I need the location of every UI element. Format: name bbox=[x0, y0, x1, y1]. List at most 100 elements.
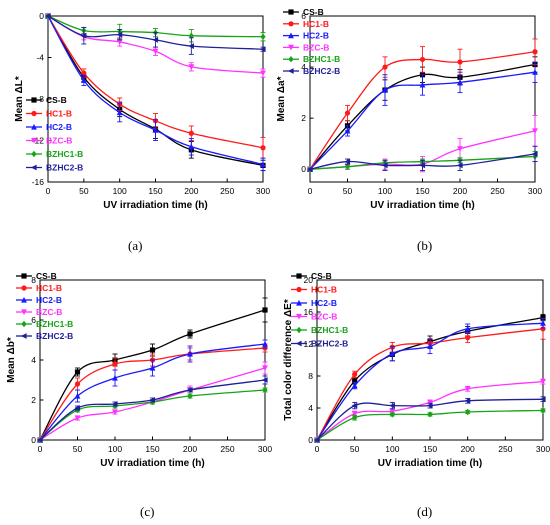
series-line bbox=[309, 63, 536, 170]
x-tick-label: 150 bbox=[415, 186, 429, 196]
x-axis-title: UV irradiation time (h) bbox=[370, 200, 474, 211]
data-point bbox=[531, 151, 538, 157]
y-axis-title: Mean ΔL* bbox=[14, 76, 25, 122]
legend-marker bbox=[288, 9, 294, 15]
data-point bbox=[262, 386, 268, 394]
data-point bbox=[306, 166, 313, 173]
series-line bbox=[47, 15, 264, 50]
series-hc2-b bbox=[37, 339, 268, 443]
legend-label: BZHC2-B bbox=[36, 331, 73, 341]
data-point bbox=[188, 130, 194, 136]
legend-label: BZHC1-B bbox=[36, 319, 73, 329]
data-point bbox=[116, 31, 123, 38]
data-point bbox=[80, 32, 87, 39]
y-axis-title: Total color difference ΔE* bbox=[283, 299, 294, 421]
series-cs-b bbox=[307, 56, 538, 172]
data-point bbox=[457, 59, 463, 65]
y-tick-label: -8 bbox=[36, 94, 44, 104]
legend-marker bbox=[287, 68, 294, 74]
data-point bbox=[112, 409, 118, 416]
legend-marker bbox=[21, 273, 27, 279]
series-line bbox=[39, 379, 266, 441]
x-tick-label: 200 bbox=[461, 444, 475, 454]
data-point bbox=[389, 402, 395, 409]
data-point bbox=[188, 64, 195, 70]
legend-marker bbox=[21, 320, 27, 328]
series-line bbox=[309, 155, 536, 170]
data-point bbox=[426, 402, 433, 409]
panel-label-b: (b) bbox=[417, 238, 433, 253]
data-point bbox=[351, 382, 358, 389]
data-point bbox=[80, 77, 87, 83]
legend-marker bbox=[31, 123, 37, 130]
x-tick-label: 50 bbox=[343, 186, 353, 196]
data-point bbox=[344, 163, 351, 170]
data-point bbox=[540, 407, 546, 414]
data-point bbox=[188, 32, 194, 39]
x-tick-label: 250 bbox=[490, 186, 504, 196]
data-point bbox=[532, 69, 538, 75]
chart-d: 0 50 100 150 200 250 300 0 4 8 12 16 20 UV irradiatio… bbox=[283, 271, 550, 469]
legend-label: HC1-B bbox=[303, 19, 329, 29]
legend-marker bbox=[20, 333, 27, 339]
legend-label: HC2-B bbox=[311, 298, 337, 308]
data-point bbox=[457, 146, 463, 152]
data-point bbox=[540, 320, 546, 326]
x-tick-label: 300 bbox=[536, 444, 550, 454]
data-point bbox=[539, 396, 546, 403]
x-tick-label: 150 bbox=[423, 444, 437, 454]
data-point bbox=[262, 365, 268, 372]
y-tick-label: 2 bbox=[31, 395, 36, 405]
x-axis-title: UV irradiation time (h) bbox=[378, 458, 482, 469]
data-point bbox=[149, 397, 156, 403]
y-tick-label: 2 bbox=[301, 113, 306, 123]
x-tick-label: 100 bbox=[113, 186, 127, 196]
data-point bbox=[344, 158, 351, 165]
chart-c: 0 50 100 150 200 250 300 0 2 4 6 8 UV irradiation ti… bbox=[6, 271, 272, 469]
data-point bbox=[465, 335, 471, 341]
legend-label: HC1-B bbox=[36, 283, 62, 293]
data-point bbox=[540, 326, 546, 332]
x-tick-label: 0 bbox=[308, 186, 313, 196]
legend: CS-B HC1-B HC2-B BZC-B BZHC1-B BZHC2-B bbox=[16, 271, 73, 341]
data-point bbox=[540, 379, 546, 385]
legend-marker bbox=[296, 326, 302, 334]
data-point bbox=[352, 378, 358, 384]
data-point bbox=[112, 361, 118, 367]
legend-label: HC2-B bbox=[36, 295, 62, 305]
data-point bbox=[351, 411, 358, 417]
legend-label: BZHC2-B bbox=[303, 66, 340, 76]
series-line bbox=[316, 328, 544, 441]
y-tick-label: 4 bbox=[308, 403, 313, 413]
legend-marker bbox=[296, 286, 302, 293]
panel-label-a: (a) bbox=[128, 238, 143, 253]
y-tick-label: 8 bbox=[308, 371, 313, 381]
data-point bbox=[187, 331, 193, 337]
data-point bbox=[532, 49, 538, 55]
legend-marker bbox=[295, 340, 302, 347]
data-point bbox=[464, 325, 471, 332]
legend-label: CS-B bbox=[311, 271, 332, 281]
series-line bbox=[47, 15, 264, 38]
legend: CS-B HC1-B HC2-B BZC-B BZHC1-B BZHC2-B bbox=[26, 95, 83, 173]
data-point bbox=[389, 350, 396, 357]
data-point bbox=[111, 401, 118, 407]
x-tick-label: 200 bbox=[183, 444, 197, 454]
legend-marker bbox=[31, 150, 37, 158]
series-line bbox=[309, 51, 536, 170]
panel-label-c: (c) bbox=[140, 504, 155, 519]
legend-label: CS-B bbox=[36, 271, 57, 281]
x-tick-label: 300 bbox=[256, 186, 270, 196]
data-point bbox=[74, 392, 81, 399]
x-tick-label: 250 bbox=[220, 186, 234, 196]
data-point bbox=[381, 162, 388, 169]
data-point bbox=[36, 437, 43, 443]
series-line bbox=[47, 15, 264, 149]
data-point bbox=[187, 350, 193, 357]
series-line bbox=[47, 15, 264, 165]
legend: CS-B HC1-B HC2-B BZC-B BZHC1-B BZHC2-B bbox=[291, 271, 348, 349]
series-line bbox=[316, 316, 544, 441]
data-point bbox=[419, 56, 426, 63]
y-tick-label: 6 bbox=[301, 11, 306, 21]
x-tick-label: 300 bbox=[258, 444, 272, 454]
